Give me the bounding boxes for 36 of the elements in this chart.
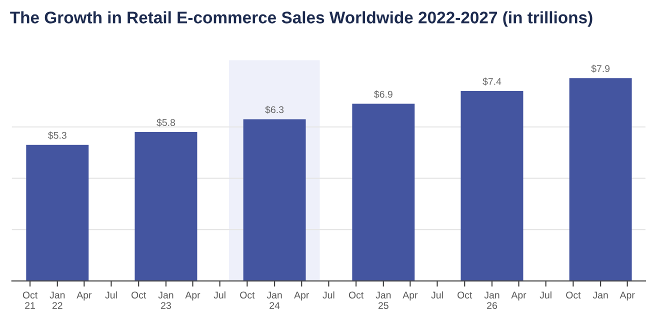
x-tick-label: Apr bbox=[185, 292, 200, 300]
data-label: $7.4 bbox=[482, 78, 502, 86]
x-tick-label: Jul bbox=[431, 291, 443, 299]
data-label: $7.9 bbox=[591, 64, 610, 73]
x-tick-label: Oct bbox=[348, 292, 364, 299]
data-label: $6.9 bbox=[374, 90, 392, 98]
x-tick-label: Jul bbox=[540, 291, 552, 299]
x-tick-label: Jan 25 bbox=[376, 292, 391, 309]
bar bbox=[26, 144, 89, 281]
x-tick-label: Oct bbox=[132, 292, 146, 299]
x-tick-label: Jan bbox=[592, 292, 608, 299]
x-tick-label: Oct bbox=[240, 292, 255, 299]
data-label: $5.3 bbox=[48, 132, 66, 140]
x-tick-label: Apr bbox=[620, 292, 635, 300]
chart-title: The Growth in Retail E-commerce Sales Worldwide 2022-2027 (in trillions) bbox=[10, 11, 592, 27]
x-tick-label: Apr bbox=[294, 292, 310, 300]
x-tick-label: Oct bbox=[458, 292, 472, 299]
x-tick-label: Oct 21 bbox=[22, 292, 38, 309]
bar bbox=[569, 78, 632, 281]
x-tick-label: Apr bbox=[402, 292, 418, 300]
x-tick-label: Apr bbox=[76, 292, 92, 300]
data-label: $5.8 bbox=[156, 118, 176, 127]
x-tick-label: Jan 24 bbox=[266, 292, 282, 309]
x-tick-label: Jul bbox=[322, 291, 334, 299]
data-label: $6.3 bbox=[265, 106, 284, 114]
bar bbox=[460, 90, 524, 281]
bar bbox=[243, 119, 306, 281]
bar bbox=[352, 104, 415, 281]
x-tick-label: Jul bbox=[214, 291, 226, 299]
bar bbox=[134, 132, 198, 281]
x-tick-label: Jan 23 bbox=[158, 292, 174, 309]
x-tick-label: Apr bbox=[511, 292, 526, 300]
x-tick-label: Jul bbox=[105, 291, 117, 299]
x-tick-label: Jan 26 bbox=[484, 292, 500, 309]
x-tick-label: Oct bbox=[566, 292, 581, 299]
x-tick-label: Jan 22 bbox=[50, 292, 65, 309]
